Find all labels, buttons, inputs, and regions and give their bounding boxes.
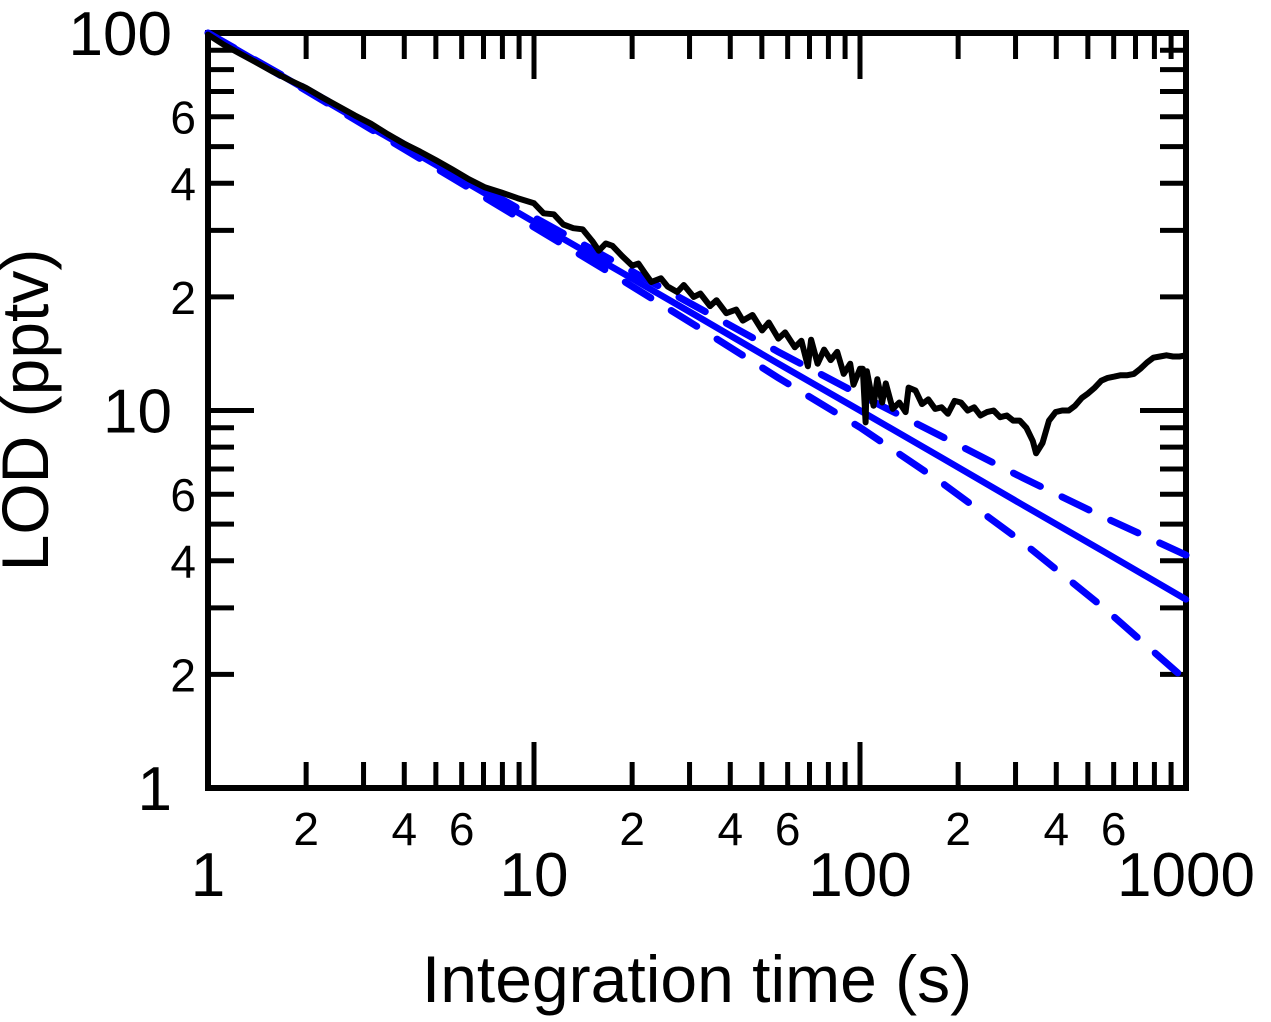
x-minor-label-200: 2: [945, 803, 971, 855]
x-minor-label-40: 4: [717, 803, 743, 855]
x-minor-label-20: 2: [619, 803, 645, 855]
y-minor-label-20: 2: [170, 272, 196, 324]
y-major-label-1: 1: [138, 755, 172, 824]
y-minor-label-40: 4: [170, 158, 196, 210]
x-axis-title: Integration time (s): [422, 942, 972, 1016]
x-minor-label-4: 4: [391, 803, 417, 855]
y-minor-label-2: 2: [170, 649, 196, 701]
y-minor-label-6: 6: [170, 469, 196, 521]
y-major-label-10: 10: [103, 378, 172, 447]
ticks-layer: [205, 30, 1189, 791]
x-minor-label-6: 6: [449, 803, 475, 855]
series-measured-lod: [205, 31, 1189, 457]
y-axis-title: LOD (pptv): [0, 249, 62, 572]
y-major-label-100: 100: [69, 0, 172, 69]
x-major-label-10: 10: [500, 841, 569, 910]
x-minor-label-400: 4: [1043, 803, 1069, 855]
x-minor-label-60: 6: [775, 803, 801, 855]
y-minor-label-60: 6: [170, 92, 196, 144]
y-minor-label-4: 4: [170, 536, 196, 588]
x-minor-label-2: 2: [293, 803, 319, 855]
plot-frame: [205, 30, 1189, 791]
x-major-label-1: 1: [191, 841, 225, 910]
series-model-lower-bound: [204, 29, 1190, 684]
x-major-label-100: 100: [808, 841, 911, 910]
series-layer: [204, 29, 1190, 684]
x-major-label-1000: 1000: [1117, 841, 1255, 910]
x-minor-label-600: 6: [1101, 803, 1127, 855]
